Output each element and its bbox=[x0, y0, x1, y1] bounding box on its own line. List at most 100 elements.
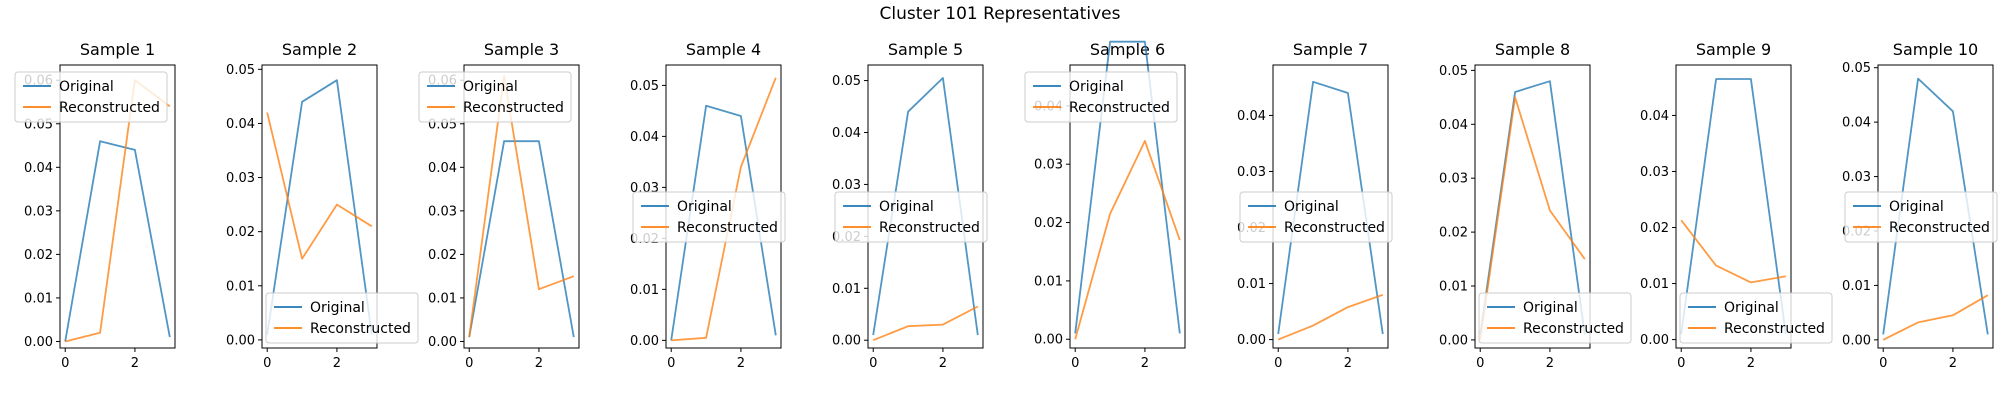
series-line-reconstructed bbox=[1882, 294, 1989, 341]
y-tick-label: 0.03 bbox=[1842, 170, 1871, 185]
axes-frame bbox=[261, 64, 378, 349]
legend-box bbox=[14, 71, 168, 123]
subplot-title: Sample 1 bbox=[80, 40, 155, 59]
y-tick-label: 0.04 bbox=[226, 117, 255, 132]
axes-frame bbox=[463, 64, 580, 349]
axes-frame bbox=[59, 64, 176, 349]
x-tick-label: 2 bbox=[131, 356, 139, 371]
y-tick-label: 0.05 bbox=[1842, 61, 1871, 76]
legend-label: Original bbox=[1523, 300, 1578, 316]
axes-frame bbox=[1069, 64, 1186, 349]
y-tick-label: 0.02 bbox=[1439, 226, 1468, 241]
legend: Original Reconstructed bbox=[14, 71, 168, 123]
y-tick-label: 0.01 bbox=[1842, 279, 1871, 294]
y-tick-label: 0.05 bbox=[226, 63, 255, 78]
y-tick-label: 0.00 bbox=[24, 335, 53, 350]
y-tick-label: 0.04 bbox=[630, 130, 659, 145]
legend-label: Original bbox=[463, 79, 518, 95]
x-tick-label: 2 bbox=[939, 356, 947, 371]
legend-label: Reconstructed bbox=[310, 321, 411, 337]
subplot-title: Sample 7 bbox=[1293, 40, 1368, 59]
subplot-title: Sample 5 bbox=[888, 40, 963, 59]
x-tick-label: 2 bbox=[1141, 356, 1149, 371]
y-tick-label: 0.00 bbox=[1237, 333, 1266, 348]
subplot-9: Sample 9 0.00 0.01 0.02 0.03 0.04 0 2 Original Re… bbox=[1640, 40, 1833, 371]
y-tick-label: 0.02 bbox=[1034, 216, 1063, 231]
y-tick-label: 0.03 bbox=[1034, 158, 1063, 173]
y-tick-label: 0.01 bbox=[1439, 280, 1468, 295]
series-line-reconstructed bbox=[1680, 219, 1786, 284]
y-tick-label: 0.03 bbox=[1640, 165, 1669, 180]
legend: Original Reconstructed bbox=[418, 71, 572, 123]
x-tick-label: 2 bbox=[535, 356, 543, 371]
legend-label: Reconstructed bbox=[1069, 100, 1170, 116]
series-line-original bbox=[266, 79, 373, 335]
y-tick-label: 0.01 bbox=[428, 291, 457, 306]
subplot-8: Sample 8 0.00 0.01 0.02 0.03 0.04 0.05 0 2 Origin… bbox=[1439, 40, 1632, 371]
legend: Original Reconstructed bbox=[265, 292, 419, 344]
y-tick-label: 0.05 bbox=[630, 79, 659, 94]
legend-box bbox=[834, 191, 988, 243]
y-tick-label: 0.03 bbox=[1439, 172, 1468, 187]
legend-label: Reconstructed bbox=[677, 220, 778, 236]
y-tick-label: 0.00 bbox=[1842, 333, 1871, 348]
y-tick-label: 0.02 bbox=[1640, 221, 1669, 236]
y-tick-label: 0.04 bbox=[1237, 109, 1266, 124]
y-tick-label: 0.04 bbox=[428, 161, 457, 176]
series-line-reconstructed bbox=[1479, 96, 1586, 341]
y-tick-label: 0.00 bbox=[630, 334, 659, 349]
subplot-title: Sample 8 bbox=[1495, 40, 1570, 59]
series-line-reconstructed bbox=[468, 75, 575, 338]
y-tick-label: 0.01 bbox=[1237, 277, 1266, 292]
series-line-original bbox=[1680, 78, 1787, 335]
y-tick-label: 0.01 bbox=[630, 283, 659, 298]
y-tick-label: 0.00 bbox=[832, 334, 861, 349]
series-line-original bbox=[468, 140, 575, 338]
legend-label: Reconstructed bbox=[1284, 220, 1385, 236]
y-tick-label: 0.04 bbox=[832, 126, 861, 141]
subplot-5: Sample 50.000.010.020.030.040.0502Origin… bbox=[832, 40, 988, 371]
legend-label: Original bbox=[1069, 79, 1124, 95]
y-tick-label: 0.03 bbox=[1237, 165, 1266, 180]
x-tick-label: 0 bbox=[1879, 356, 1887, 371]
series-line-reconstructed bbox=[872, 305, 979, 342]
legend-box bbox=[1844, 191, 1998, 243]
y-tick-label: 0.00 bbox=[1034, 333, 1063, 348]
y-tick-label: 0.01 bbox=[832, 282, 861, 297]
subplot-4: Sample 40.000.010.020.030.040.0502Origin… bbox=[630, 40, 786, 371]
y-tick-label: 0.05 bbox=[832, 74, 861, 89]
figure-title: Cluster 101 Representatives bbox=[879, 4, 1121, 24]
x-tick-label: 2 bbox=[333, 356, 341, 371]
x-tick-label: 2 bbox=[1949, 356, 1957, 371]
legend: Original Reconstructed bbox=[1679, 292, 1833, 344]
legend: Original Reconstructed bbox=[1478, 292, 1632, 344]
legend-box bbox=[1239, 191, 1393, 243]
x-tick-label: 0 bbox=[61, 356, 69, 371]
subplot-2: Sample 2 0.00 0.01 0.02 0.03 0.04 0.05 0 2 Origin… bbox=[226, 40, 419, 371]
x-tick-label: 0 bbox=[1677, 356, 1685, 371]
subplot-title: Sample 6 bbox=[1090, 40, 1165, 59]
series-line-original bbox=[64, 140, 171, 342]
subplot-10: Sample 100.000.010.020.030.040.0502Origi… bbox=[1842, 40, 1998, 371]
legend-label: Original bbox=[677, 199, 732, 215]
x-tick-label: 0 bbox=[1071, 356, 1079, 371]
subplot-title: Sample 4 bbox=[686, 40, 761, 59]
legend-label: Original bbox=[310, 300, 365, 316]
y-tick-label: 0.04 bbox=[1640, 109, 1669, 124]
legend-label: Reconstructed bbox=[1889, 220, 1990, 236]
legend: Original Reconstructed bbox=[1844, 191, 1998, 243]
legend-label: Original bbox=[1724, 300, 1779, 316]
subplot-7: Sample 70.000.010.020.030.0402OriginalRe… bbox=[1237, 40, 1393, 371]
x-tick-label: 2 bbox=[1747, 356, 1755, 371]
x-tick-label: 2 bbox=[737, 356, 745, 371]
legend-box bbox=[1679, 292, 1833, 344]
y-tick-label: 0.03 bbox=[428, 204, 457, 219]
legend-box bbox=[632, 191, 786, 243]
y-tick-label: 0.01 bbox=[226, 279, 255, 294]
y-tick-label: 0.05 bbox=[1439, 64, 1468, 79]
legend-label: Reconstructed bbox=[1523, 321, 1624, 337]
legend: Original Reconstructed bbox=[834, 191, 988, 243]
y-tick-label: 0.01 bbox=[1034, 274, 1063, 289]
y-tick-label: 0.00 bbox=[1640, 333, 1669, 348]
legend-box bbox=[265, 292, 419, 344]
